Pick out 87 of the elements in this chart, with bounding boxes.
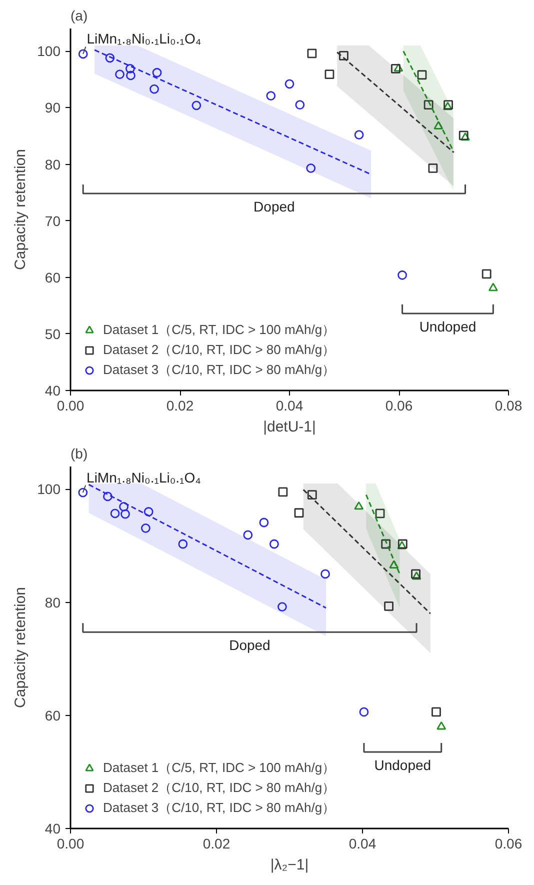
point [375,508,385,518]
point [266,91,276,100]
point [394,63,404,72]
point [119,502,128,512]
legend-label: Dataset 1（C/5, RT, IDC > 100 mAh/g） [103,321,336,339]
point [339,50,348,60]
legend-label: Dataset 2（C/10, RT, IDC > 80 mAh/g） [103,341,336,359]
point [126,70,136,80]
point [105,53,115,63]
legend-label: Dataset 1（C/5, RT, IDC > 100 mAh/g） [103,759,336,777]
x-tick-label: 0.00 [56,836,84,852]
annotation: Undoped [374,757,432,774]
point [354,501,364,510]
point [284,79,294,89]
annotation: Doped [229,637,270,654]
point [152,68,162,78]
legend-label: Dataset 2（C/10, RT, IDC > 80 mAh/g） [103,779,336,797]
y-tick-label: 100 [37,481,61,498]
point [120,509,130,519]
annotation: Doped [254,198,295,215]
point [125,64,135,74]
x-tick-label: 0.00 [56,398,84,414]
point [144,507,154,516]
point [434,121,444,130]
y-tick-label: 40 [44,820,61,836]
x-tick-label: 0.06 [494,836,522,852]
y-tick-label: 40 [44,382,61,398]
point [324,70,334,80]
point [391,64,400,74]
y-axis-title: Capacity retention [12,149,30,270]
point [488,282,498,292]
point [359,707,369,717]
y-tick-label: 80 [44,594,61,610]
point [307,490,317,500]
y-tick-label: 100 [37,43,61,60]
x-tick-label: 0.04 [348,836,376,852]
point [295,100,305,110]
legend-label: Dataset 3（C/10, RT, IDC > 80 mAh/g） [103,799,336,817]
chart-title: (a) [70,8,88,24]
point [354,130,364,140]
point [178,539,188,549]
annotation: LiMn₁.₈Ni₀.₁Li₀.₁O₄ [86,469,202,486]
y-tick-label: 60 [44,707,61,724]
y-tick-label: 80 [44,156,61,172]
point [432,707,441,717]
point [417,70,427,80]
chart-title: (b) [70,446,88,462]
x-axis-title: |λ₂−1| [270,856,309,874]
point [192,100,202,110]
point [78,488,88,498]
point [306,164,316,173]
point [115,70,124,80]
y-tick-label: 50 [44,326,61,342]
x-tick-label: 0.06 [385,398,413,414]
y-axis-title: Capacity retention [12,587,30,708]
y-tick-label: 70 [44,212,61,229]
point [436,721,446,730]
point [103,492,112,502]
point [294,508,304,518]
point [259,518,269,528]
x-tick-label: 0.08 [494,398,522,414]
point [320,569,330,579]
point [150,84,159,94]
annotation: Undoped [419,318,476,334]
x-tick-label: 0.02 [166,398,194,414]
point [78,49,88,59]
point [243,530,253,540]
annotation: LiMn₁.₈Ni₀.₁Li₀.₁O₄ [86,30,202,47]
x-tick-label: 0.02 [202,836,230,852]
point [398,270,407,280]
point [140,523,150,533]
point [424,100,434,110]
point [110,508,120,518]
x-axis-title: |detU-1| [263,418,316,436]
x-tick-label: 0.04 [276,398,304,414]
point [269,539,279,549]
point [428,164,438,173]
point [307,48,317,58]
y-tick-label: 60 [44,269,61,286]
point [389,560,399,568]
point [278,602,287,612]
legend-label: Dataset 3（C/10, RT, IDC > 80 mAh/g） [103,361,336,379]
point [381,539,391,549]
y-tick-label: 90 [44,100,61,116]
point [482,269,492,279]
point [384,602,394,611]
point [278,487,288,497]
